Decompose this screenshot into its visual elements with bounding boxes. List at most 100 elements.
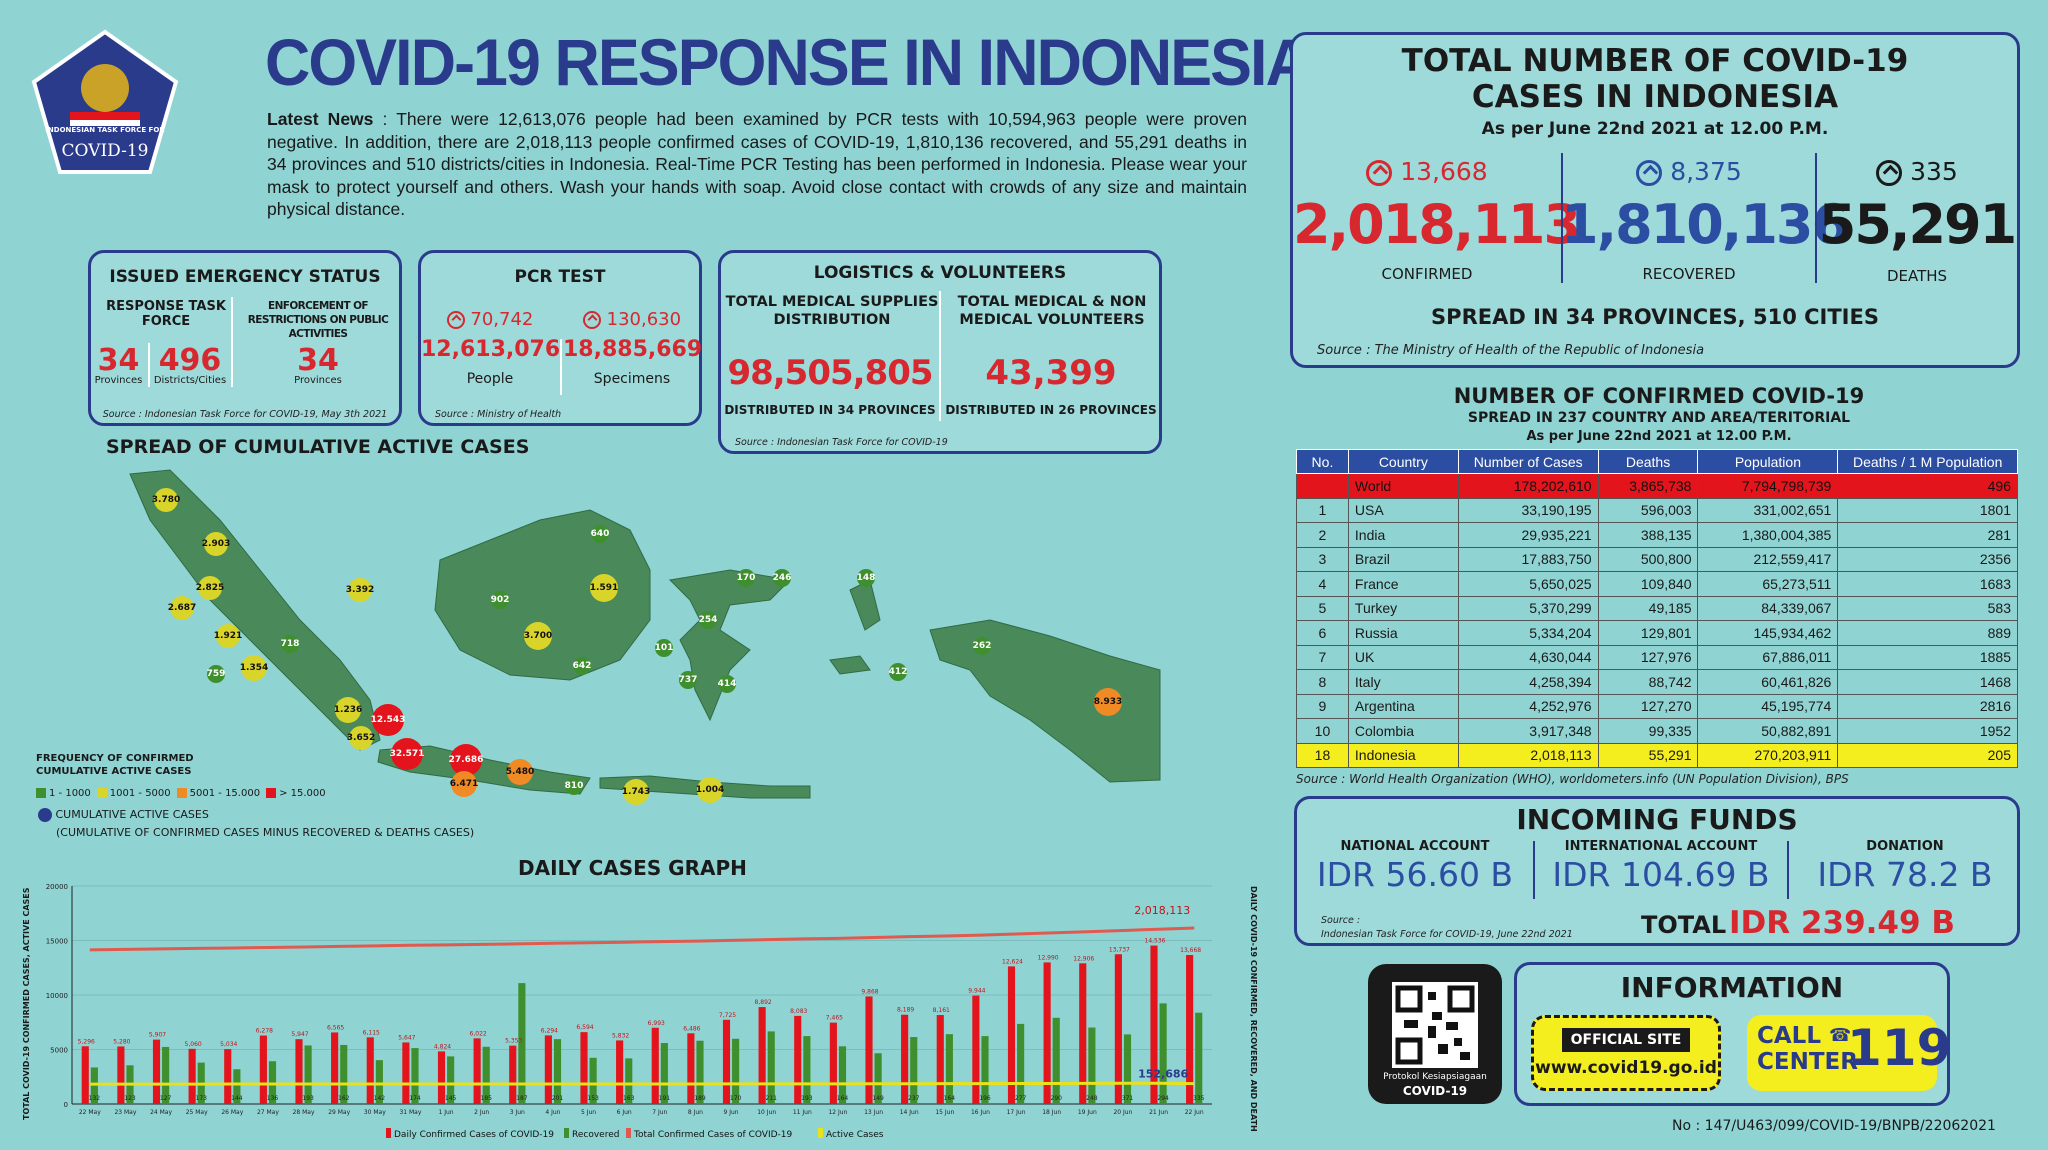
document-number: No : 147/U463/099/COVID-19/BNPB/22062021: [1672, 1118, 1996, 1134]
legend-swatch: [176, 788, 187, 798]
cell-deaths-per-million: 281: [1837, 522, 2018, 548]
bar-confirmed: [295, 1039, 303, 1104]
bar-confirmed: [402, 1042, 410, 1104]
official-site-button[interactable]: OFFICIAL SITE www.covid19.go.id: [1531, 1015, 1721, 1091]
x-tick-label: 6 Jun: [617, 1109, 632, 1116]
emergency-status-panel: ISSUED EMERGENCY STATUS RESPONSE TASK FO…: [88, 250, 402, 426]
world-title: NUMBER OF CONFIRMED COVID-19: [1453, 384, 1865, 408]
bar-label-confirmed: 13,668: [1180, 947, 1201, 954]
x-tick-label: 13 Jun: [864, 1109, 883, 1116]
cell-cases: 3,917,348: [1457, 718, 1599, 744]
cell-country: Italy: [1347, 669, 1459, 695]
x-tick-label: 22 Jun: [1185, 1109, 1204, 1116]
bar-recovered: [162, 1046, 170, 1104]
cell-deaths-per-million: 1952: [1837, 718, 2018, 744]
table-row: 8 Italy 4,258,394 88,742 60,461,826 1468: [1296, 669, 2018, 695]
pcr-specimens-delta-value: 130,630: [606, 309, 682, 330]
logo-text-big: COVID-19: [61, 141, 149, 161]
international-label: INTERNATIONAL ACCOUNT: [1564, 839, 1758, 854]
x-tick-label: 26 May: [221, 1109, 243, 1116]
bar-label-deaths: 294: [1157, 1095, 1169, 1102]
map-bubble: 170: [737, 569, 755, 587]
x-tick-label: 20 Jun: [1113, 1109, 1132, 1116]
enforcement-value: 34: [297, 343, 339, 378]
cell-cases: 33,190,195: [1457, 497, 1599, 523]
cell-cases: 4,258,394: [1457, 669, 1599, 695]
cell-cases: 17,883,750: [1457, 546, 1599, 572]
task-force-logo: INDONESIAN TASK FORCE FOR COVID-19: [30, 28, 180, 176]
x-tick-label: 7 Jun: [652, 1109, 667, 1116]
cell-country: Colombia: [1347, 718, 1459, 744]
cell-population: 60,461,826: [1697, 669, 1839, 695]
chart-legend-label: Daily Confirmed Cases of COVID-19: [394, 1130, 554, 1140]
x-tick-label: 9 Jun: [724, 1109, 739, 1116]
cell-cases: 4,630,044: [1457, 644, 1599, 670]
deaths-delta-value: 335: [1910, 157, 1958, 186]
funds-title: INCOMING FUNDS: [1516, 803, 1798, 836]
pcr-specimens-delta: 130,630: [563, 309, 701, 330]
cell-deaths: 596,003: [1597, 497, 1699, 523]
cell-country: Russia: [1347, 620, 1459, 646]
bar-recovered: [589, 1057, 597, 1104]
map-bubble: 246: [773, 569, 791, 587]
bar-label-deaths: 237: [908, 1095, 920, 1102]
cell-country: France: [1347, 571, 1459, 597]
bar-label-deaths: 248: [1086, 1095, 1098, 1102]
bar-label-deaths: 196: [979, 1095, 991, 1102]
th-cases: Number of Cases: [1457, 449, 1599, 474]
bar-confirmed: [224, 1049, 232, 1104]
legend-title-1: FREQUENCY OF CONFIRMED: [36, 753, 194, 764]
information-panel: INFORMATION OFFICIAL SITE www.covid19.go…: [1514, 962, 1951, 1106]
pcr-people-delta: 70,742: [421, 309, 559, 330]
x-tick-label: 11 Jun: [793, 1109, 812, 1116]
bar-recovered: [803, 1036, 811, 1104]
bar-label-confirmed: 8,189: [897, 1007, 914, 1014]
call-center-button[interactable]: CALL CENTER 119 ☎: [1747, 1015, 1951, 1091]
map-bubble: 414: [718, 675, 736, 693]
line-active-cases: [89, 1081, 1195, 1086]
legend-label: 1001 - 5000: [109, 788, 171, 799]
chart-ylabel-left: TOTAL COVID-19 CONFIRMED CASES, ACTIVE C…: [22, 887, 31, 1120]
bar-label-confirmed: 7,465: [826, 1015, 843, 1022]
bar-confirmed: [152, 1039, 161, 1104]
bar-label-deaths: 136: [267, 1095, 279, 1102]
chart-legend-swatch: [626, 1128, 631, 1138]
x-tick-label: 3 Jun: [510, 1109, 525, 1116]
cell-no: 7: [1296, 644, 1349, 670]
x-tick-label: 22 May: [79, 1109, 101, 1116]
map-bubble: 3.780: [152, 488, 180, 512]
x-tick-label: 1 Jun: [439, 1109, 454, 1116]
table-row-indonesia: 18 Indonesia 2,018,113 55,291 270,203,911 205: [1296, 742, 2018, 768]
indonesia-map-svg: [129, 469, 1161, 799]
y-tick-label: 5000: [50, 1047, 68, 1055]
chart-legend-swatch: [386, 1128, 391, 1138]
bar-label-confirmed: 6,993: [648, 1020, 665, 1027]
line-total-confirmed: [89, 926, 1195, 952]
y-tick-label: 20000: [46, 883, 68, 891]
bar-recovered: [1088, 1027, 1096, 1104]
bar-label-confirmed: 6,278: [256, 1028, 273, 1035]
bar-label-confirmed: 5,947: [291, 1031, 308, 1038]
bar-recovered: [411, 1048, 419, 1104]
legend-dot-label: CUMULATIVE ACTIVE CASES: [55, 808, 209, 821]
cell-deaths-per-million: 583: [1837, 595, 2018, 621]
bar-label-confirmed: 6,594: [576, 1024, 593, 1031]
cell-deaths: 88,742: [1597, 669, 1699, 695]
world-date: As per June 22nd 2021 at 12.00 P.M.: [1526, 429, 1792, 444]
legend-label: 5001 - 15.000: [189, 788, 261, 799]
cell-deaths: 500,800: [1597, 546, 1699, 572]
bar-label-deaths: 149: [872, 1095, 884, 1102]
bar-label-deaths: 132: [89, 1095, 101, 1102]
map-bubble: 412: [889, 663, 907, 681]
qr-card[interactable]: Protokol Kesiapsiagaan COVID-19: [1368, 964, 1502, 1104]
cell-country: UK: [1347, 644, 1459, 670]
cell-deaths-per-million: 1801: [1837, 497, 2018, 523]
bar-confirmed: [1043, 962, 1051, 1104]
cell-deaths: 127,976: [1597, 644, 1699, 670]
bar-recovered: [874, 1053, 882, 1104]
cell-country: India: [1347, 522, 1459, 548]
x-tick-label: 23 May: [114, 1109, 136, 1116]
pcr-source: Source : Ministry of Health: [435, 409, 562, 420]
cell-deaths: 49,185: [1597, 595, 1699, 621]
provinces-label: Provinces: [94, 375, 143, 386]
